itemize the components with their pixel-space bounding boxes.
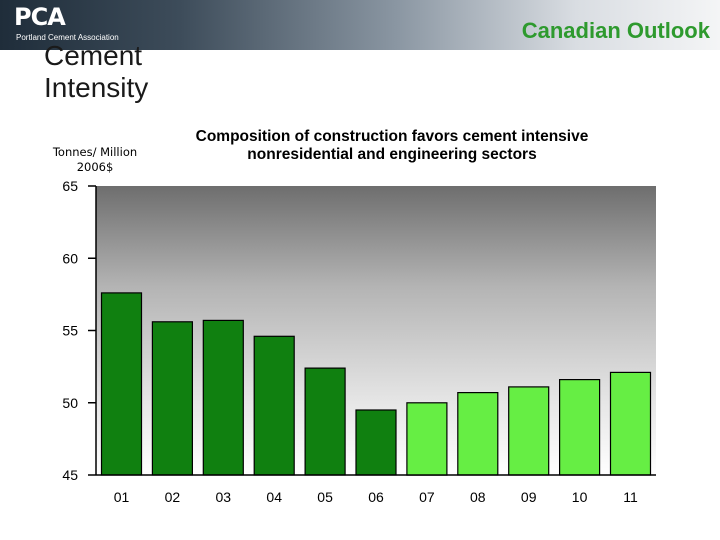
y-tick-label: 60 [62,250,78,266]
bar-03 [202,319,244,476]
x-tick-label: 07 [419,489,435,505]
bar-05 [304,367,346,476]
bar-08 [457,392,499,476]
x-tick-label: 02 [165,489,181,505]
bar-10 [558,379,601,476]
x-tick-label: 11 [623,489,638,505]
pca-logo: PCA Portland Cement Association [14,3,134,47]
x-tick-label: 09 [521,489,537,505]
bar-09 [508,386,550,476]
bar-06 [355,409,397,476]
bar-04 [253,335,295,476]
section-label: Canadian Outlook [521,18,710,43]
bar-01 [100,292,143,476]
y-tick-label: 65 [62,178,78,194]
y-tick-label: 55 [62,323,78,339]
header-band [0,0,720,50]
bar-07 [406,402,448,476]
logo-mark: PCA [14,3,66,31]
x-tick-label: 10 [572,489,588,505]
y-tick-label: 50 [62,395,78,411]
x-tick-label: 03 [216,489,232,505]
x-tick-label: 05 [317,489,333,505]
x-tick-label: 08 [470,489,486,505]
y-axis-label: Tonnes/ Million 2006$ [52,145,138,174]
slide-title: Cement Intensity [44,40,149,103]
bar-02 [151,321,193,476]
y-tick-label: 45 [62,467,78,483]
logo-subtitle: Portland Cement Association [16,33,119,42]
chart-title: Composition of construction favors cemen… [195,128,589,163]
x-tick-label: 06 [368,489,384,505]
x-tick-label: 04 [266,489,282,505]
x-tick-label: 01 [114,489,130,505]
bar-11 [609,371,652,476]
